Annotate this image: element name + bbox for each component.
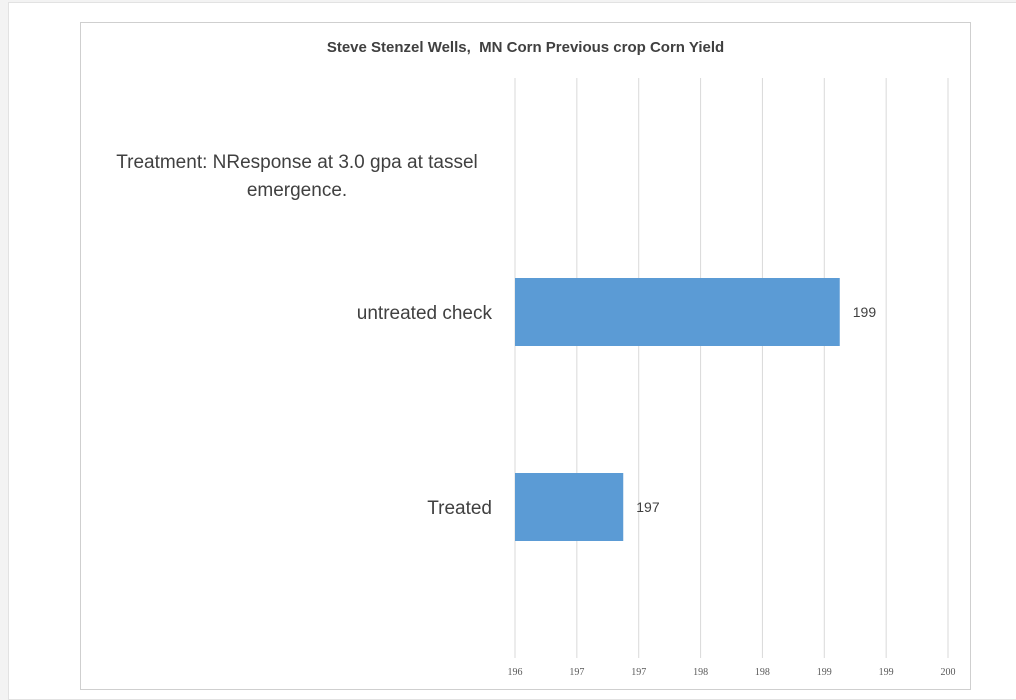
- chart-card: Steve Stenzel Wells, MN Corn Previous cr…: [8, 2, 1016, 700]
- x-tick-label: 199: [879, 667, 894, 678]
- data-label: 199: [853, 304, 877, 320]
- x-tick-label: 198: [693, 667, 708, 678]
- data-label: 197: [636, 499, 660, 515]
- chart-title: Steve Stenzel Wells, MN Corn Previous cr…: [326, 39, 725, 56]
- bar: [515, 473, 624, 541]
- treatment-annotation: Treatment: NResponse at 3.0 gpa at tasse…: [116, 152, 478, 201]
- bar: [515, 278, 840, 346]
- bar-plot: 196 197 197 198 198 199 199 200 untreated check 1…: [357, 78, 956, 678]
- category-label: untreated check: [357, 303, 493, 324]
- x-tick-label: 197: [631, 667, 646, 678]
- x-tick-label: 199: [817, 667, 832, 678]
- x-tick-label: 198: [755, 667, 770, 678]
- category-label: Treated: [427, 498, 492, 519]
- x-tick-label: 200: [941, 667, 956, 678]
- chart-area: Steve Stenzel Wells, MN Corn Previous cr…: [80, 22, 971, 690]
- x-tick-label: 197: [569, 667, 584, 678]
- x-tick-label: 196: [508, 667, 523, 678]
